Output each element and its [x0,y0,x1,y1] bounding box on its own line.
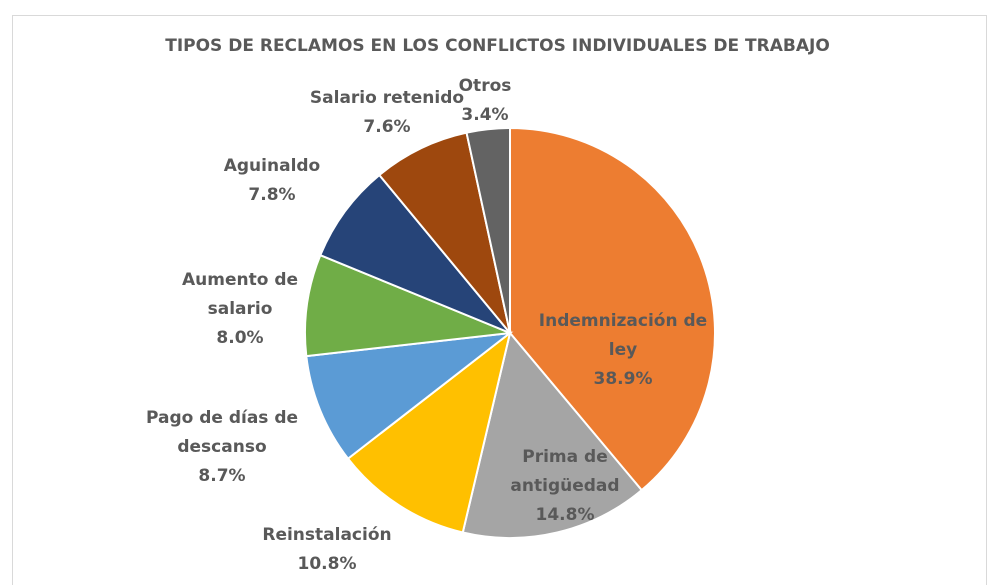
slice-label: Reinstalación 10.8% [247,521,407,579]
category-label: Prima de antigüedad [510,447,620,496]
value-label: 8.0% [216,328,264,348]
value-label: 8.7% [198,466,246,486]
slice-label: Aguinaldo 7.8% [207,152,337,210]
category-label: Reinstalación [262,525,392,545]
pie-slice [346,330,512,534]
pie-slice [465,126,511,334]
category-label: Pago de días de descanso [145,408,299,457]
pie-slice [319,173,511,334]
value-label: 3.4% [461,105,509,125]
chart-frame [12,15,987,585]
slice-label: Salario retenido 7.6% [287,84,487,142]
value-label: 14.8% [535,505,595,525]
category-label: Salario retenido [309,88,465,108]
category-label: Indemnización de ley [538,311,708,360]
slice-label: Otros 3.4% [445,72,525,130]
value-label: 7.6% [363,117,411,137]
category-label: Aumento de salario [181,270,299,319]
category-label: Aguinaldo [223,156,321,176]
value-label: 7.8% [248,185,296,205]
value-label: 10.8% [297,554,357,574]
pie-slice [305,331,514,461]
slice-label: Aumento de salario 8.0% [178,266,303,353]
category-label: Otros [458,76,512,96]
pie-slice [461,330,644,539]
slice-label: Pago de días de descanso 8.7% [137,404,307,491]
chart-title: TIPOS DE RECLAMOS EN LOS CONFLICTOS INDI… [165,36,830,56]
pie-slice [509,126,716,492]
slice-label: Prima de antigüedad 14.8% [505,443,625,530]
slice-label: Indemnización de ley 38.9% [531,307,716,394]
pie-slice [304,253,511,358]
value-label: 38.9% [593,369,653,389]
